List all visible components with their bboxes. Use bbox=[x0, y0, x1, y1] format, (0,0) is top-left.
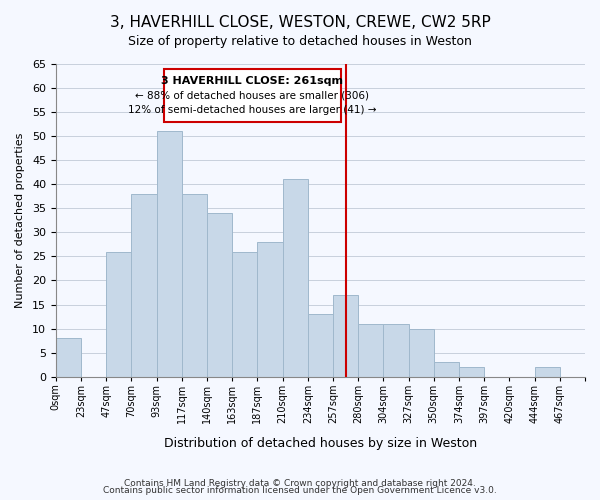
X-axis label: Distribution of detached houses by size in Weston: Distribution of detached houses by size … bbox=[164, 437, 477, 450]
Text: 3, HAVERHILL CLOSE, WESTON, CREWE, CW2 5RP: 3, HAVERHILL CLOSE, WESTON, CREWE, CW2 5… bbox=[110, 15, 490, 30]
Bar bbox=[182, 194, 207, 376]
Bar bbox=[535, 367, 560, 376]
Bar bbox=[308, 314, 333, 376]
FancyBboxPatch shape bbox=[164, 69, 341, 122]
Bar bbox=[333, 295, 358, 376]
Bar bbox=[283, 180, 308, 376]
Bar bbox=[56, 338, 81, 376]
Bar bbox=[232, 252, 257, 376]
Bar bbox=[106, 252, 131, 376]
Bar bbox=[207, 213, 232, 376]
Bar bbox=[131, 194, 157, 376]
Bar bbox=[409, 328, 434, 376]
Bar bbox=[383, 324, 409, 376]
Bar bbox=[434, 362, 459, 376]
Text: Contains HM Land Registry data © Crown copyright and database right 2024.: Contains HM Land Registry data © Crown c… bbox=[124, 478, 476, 488]
Text: ← 88% of detached houses are smaller (306): ← 88% of detached houses are smaller (30… bbox=[136, 90, 370, 101]
Bar bbox=[257, 242, 283, 376]
Text: 3 HAVERHILL CLOSE: 261sqm: 3 HAVERHILL CLOSE: 261sqm bbox=[161, 76, 343, 86]
Text: 12% of semi-detached houses are larger (41) →: 12% of semi-detached houses are larger (… bbox=[128, 105, 377, 115]
Y-axis label: Number of detached properties: Number of detached properties bbox=[15, 132, 25, 308]
Text: Contains public sector information licensed under the Open Government Licence v3: Contains public sector information licen… bbox=[103, 486, 497, 495]
Bar bbox=[358, 324, 383, 376]
Bar bbox=[157, 132, 182, 376]
Bar bbox=[459, 367, 484, 376]
Text: Size of property relative to detached houses in Weston: Size of property relative to detached ho… bbox=[128, 35, 472, 48]
